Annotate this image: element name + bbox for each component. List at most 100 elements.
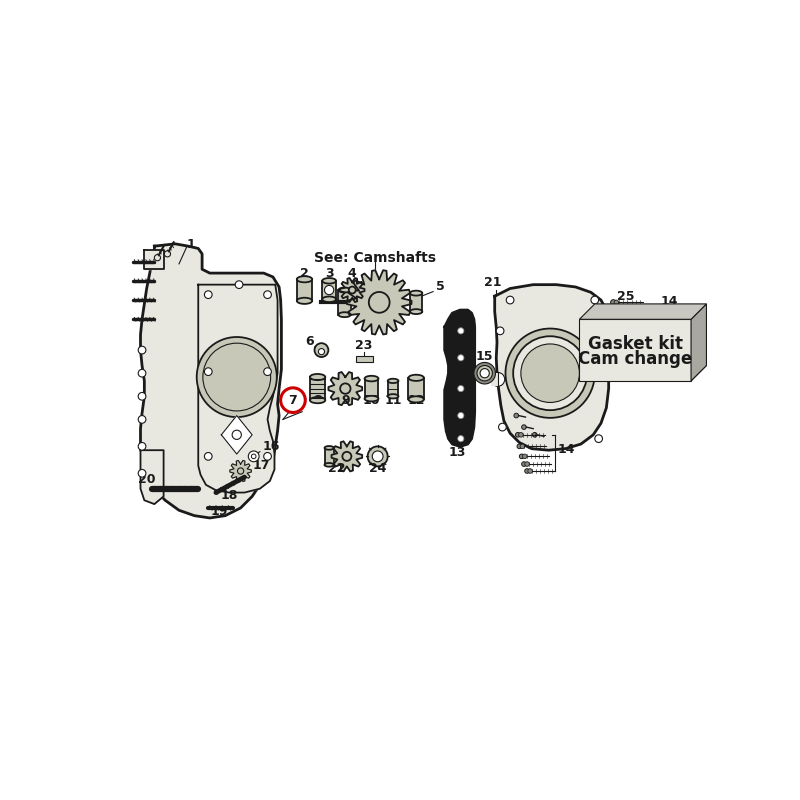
Circle shape: [154, 254, 161, 261]
Circle shape: [248, 451, 259, 462]
Circle shape: [614, 317, 618, 322]
Text: 11: 11: [384, 394, 402, 407]
Circle shape: [520, 444, 525, 449]
Text: 14: 14: [660, 295, 678, 309]
Text: Gasket kit: Gasket kit: [588, 335, 682, 353]
Circle shape: [235, 470, 243, 477]
Text: 25: 25: [617, 290, 634, 303]
Polygon shape: [494, 285, 609, 450]
Circle shape: [506, 329, 594, 418]
Circle shape: [480, 369, 490, 378]
Ellipse shape: [410, 290, 422, 295]
Ellipse shape: [365, 396, 378, 402]
Circle shape: [235, 281, 243, 289]
Circle shape: [318, 349, 325, 354]
Text: 10: 10: [362, 394, 380, 407]
Circle shape: [513, 336, 587, 410]
Circle shape: [138, 346, 146, 354]
Text: 9: 9: [341, 394, 350, 407]
Circle shape: [518, 433, 523, 437]
Text: 4: 4: [348, 267, 357, 280]
Text: 1: 1: [186, 238, 195, 251]
Circle shape: [610, 317, 616, 322]
Circle shape: [369, 292, 390, 313]
Circle shape: [522, 425, 526, 430]
Bar: [297, 279, 312, 301]
Text: 2: 2: [300, 267, 309, 280]
Polygon shape: [329, 372, 362, 405]
Bar: [491, 373, 498, 386]
Bar: [388, 381, 398, 396]
Circle shape: [602, 331, 610, 338]
Text: 7: 7: [289, 394, 298, 406]
Bar: [365, 378, 378, 398]
Circle shape: [314, 343, 328, 357]
Polygon shape: [230, 461, 251, 482]
Text: 24: 24: [369, 462, 386, 474]
Text: 12: 12: [407, 394, 425, 407]
Text: 17: 17: [252, 458, 270, 472]
Text: 6: 6: [306, 334, 314, 348]
Ellipse shape: [297, 298, 312, 304]
Ellipse shape: [322, 297, 336, 302]
Polygon shape: [579, 304, 706, 319]
Circle shape: [164, 250, 170, 257]
Circle shape: [610, 300, 616, 305]
Circle shape: [521, 344, 579, 402]
Circle shape: [533, 433, 537, 437]
Text: Cam change: Cam change: [578, 350, 692, 368]
Text: 16: 16: [262, 440, 279, 453]
Circle shape: [238, 468, 244, 474]
Bar: [356, 356, 373, 362]
Circle shape: [519, 454, 524, 458]
Text: 8: 8: [314, 394, 322, 407]
Text: 23: 23: [355, 338, 373, 351]
Polygon shape: [691, 304, 706, 381]
Circle shape: [458, 435, 464, 442]
Circle shape: [458, 328, 464, 334]
Bar: [322, 281, 336, 299]
Polygon shape: [445, 310, 474, 446]
Text: 19: 19: [210, 505, 228, 518]
Circle shape: [368, 446, 388, 466]
Text: 22: 22: [328, 462, 346, 474]
Text: 21: 21: [485, 276, 502, 289]
Polygon shape: [141, 450, 163, 504]
Circle shape: [138, 370, 146, 377]
Ellipse shape: [297, 276, 312, 282]
Circle shape: [514, 414, 518, 418]
Circle shape: [197, 337, 277, 417]
Circle shape: [251, 454, 256, 458]
Polygon shape: [331, 442, 362, 471]
Circle shape: [138, 393, 146, 400]
Circle shape: [264, 291, 271, 298]
Circle shape: [474, 362, 495, 384]
Ellipse shape: [310, 397, 326, 403]
Circle shape: [525, 469, 530, 474]
Circle shape: [138, 442, 146, 450]
Bar: [325, 448, 334, 465]
Circle shape: [203, 343, 270, 411]
Ellipse shape: [410, 309, 422, 314]
Circle shape: [517, 444, 522, 449]
Ellipse shape: [310, 374, 326, 380]
Ellipse shape: [388, 394, 398, 398]
Text: 14: 14: [558, 442, 575, 455]
Text: 15: 15: [476, 350, 494, 363]
Circle shape: [498, 423, 506, 431]
Polygon shape: [579, 319, 691, 381]
Bar: [338, 290, 350, 314]
Text: 20: 20: [138, 473, 155, 486]
Ellipse shape: [338, 312, 350, 317]
Circle shape: [264, 368, 271, 375]
Circle shape: [232, 430, 242, 439]
Circle shape: [528, 469, 533, 474]
Circle shape: [525, 462, 530, 466]
Polygon shape: [347, 270, 411, 334]
Circle shape: [205, 368, 212, 375]
Text: 18: 18: [220, 490, 238, 502]
Ellipse shape: [409, 374, 424, 381]
Ellipse shape: [409, 396, 424, 402]
Polygon shape: [340, 278, 365, 302]
Text: 3: 3: [325, 267, 334, 280]
